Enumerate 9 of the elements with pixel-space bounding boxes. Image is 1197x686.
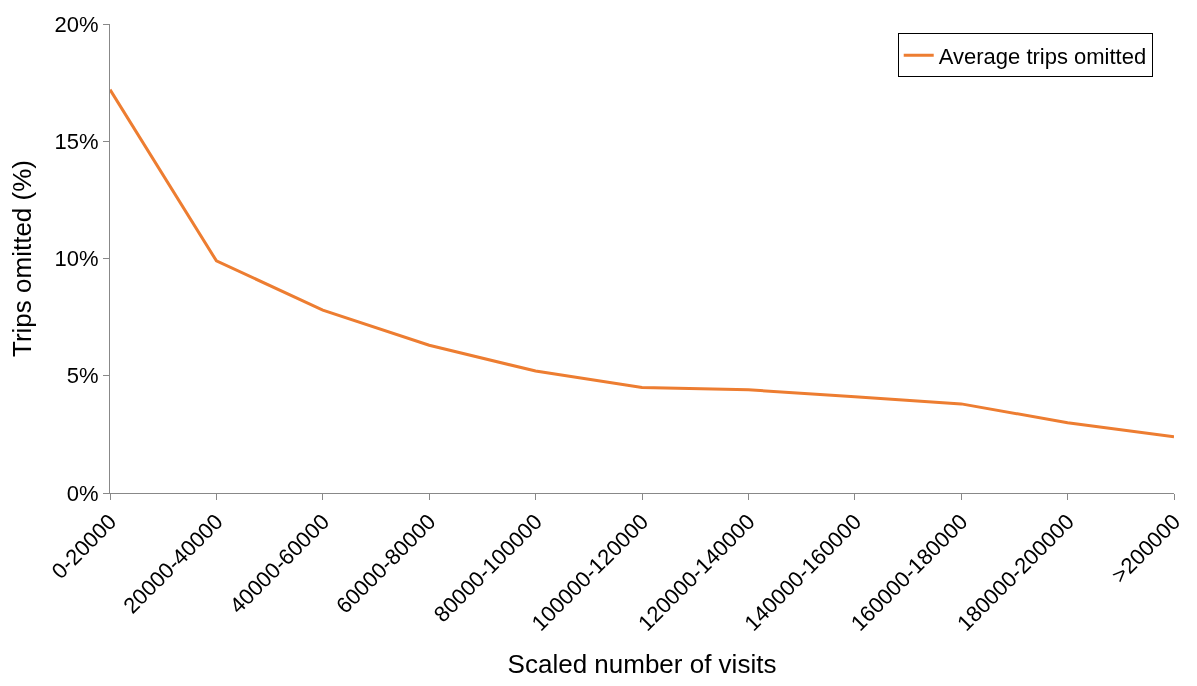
y-tick-label: 5% <box>66 363 99 389</box>
line-series <box>110 88 1174 439</box>
legend-label: Average trips omitted <box>938 43 1147 69</box>
y-tick-label: 0% <box>66 480 99 506</box>
y-tick-label: 10% <box>54 246 99 272</box>
x-axis-title: Scaled number of visits <box>507 649 777 680</box>
y-axis-title: Trips omitted (%) <box>6 160 37 357</box>
y-tick-label: 15% <box>54 128 99 154</box>
y-tick-label: 20% <box>54 11 99 37</box>
